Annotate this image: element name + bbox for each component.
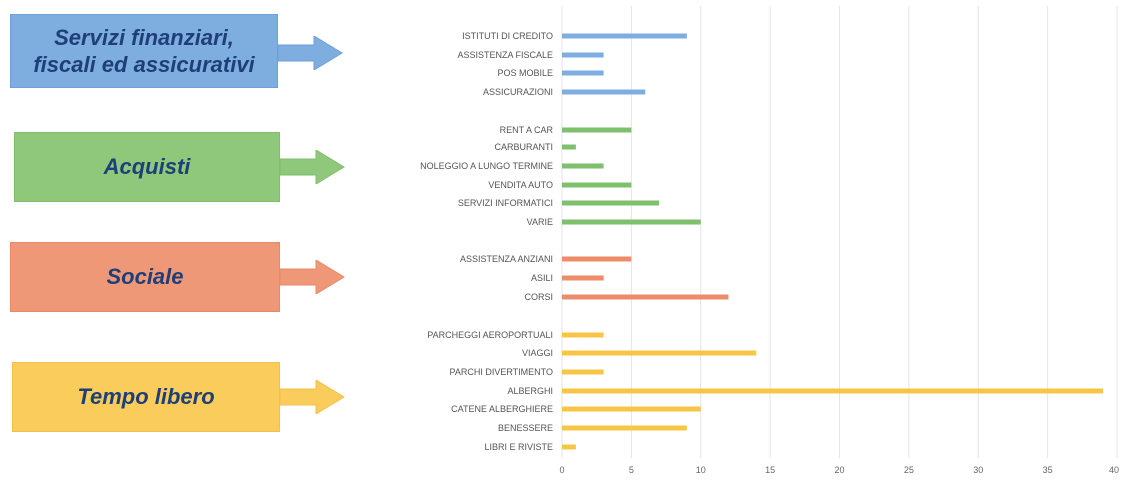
group-box-sociale: Sociale [10, 242, 280, 312]
bar [562, 219, 701, 225]
category-label: CORSI [524, 292, 553, 302]
group-title-tempo-libero: Tempo libero [77, 384, 215, 410]
category-label: ISTITUTI DI CREDITO [462, 31, 553, 41]
category-label: ASSISTENZA ANZIANI [460, 254, 553, 264]
x-tick-label: 25 [904, 465, 914, 475]
group-title-line2: fiscali ed assicurativi [33, 52, 255, 77]
category-label: PARCHI DIVERTIMENTO [449, 367, 553, 377]
group-title-line1: Servizi finanziari, [54, 24, 234, 50]
bar [562, 275, 604, 281]
group-title-acquisti: Acquisti [103, 154, 191, 180]
bar [562, 70, 604, 76]
x-tick-label: 35 [1043, 465, 1053, 475]
x-tick-label: 40 [1109, 465, 1119, 475]
group-box-finance: Servizi finanziari, fiscali ed assicurat… [10, 14, 278, 88]
bar [562, 52, 604, 58]
category-label: VENDITA AUTO [488, 180, 553, 190]
category-label: ALBERGHI [507, 386, 553, 396]
arrow-finance-icon [278, 36, 343, 70]
arrow-sociale-icon [280, 260, 345, 294]
arrow-tempo-libero-icon [280, 380, 345, 414]
bar [562, 182, 632, 188]
category-label: VARIE [527, 217, 553, 227]
category-label: SERVIZI INFORMATICI [458, 198, 553, 208]
x-tick-label: 5 [629, 465, 634, 475]
bar [562, 89, 646, 95]
category-label: POS MOBILE [497, 68, 553, 78]
bar [562, 256, 632, 262]
bar [562, 200, 660, 206]
category-label: ASILI [531, 273, 553, 283]
category-label: RENT A CAR [500, 125, 554, 135]
category-label: CATENE ALBERGHIERE [451, 404, 553, 414]
category-label: NOLEGGIO A LUNGO TERMINE [420, 161, 553, 171]
category-label: LIBRI E RIVISTE [484, 442, 553, 452]
bar [562, 163, 604, 169]
category-label: CARBURANTI [494, 142, 553, 152]
bar [562, 332, 604, 338]
bar [562, 127, 632, 133]
x-tick-label: 10 [696, 465, 706, 475]
arrow-acquisti-icon [280, 150, 345, 184]
category-label: VIAGGI [522, 348, 553, 358]
bar [562, 33, 687, 39]
x-tick-label: 0 [559, 465, 564, 475]
group-box-acquisti: Acquisti [14, 132, 280, 202]
bar [562, 294, 729, 300]
bar [562, 444, 576, 450]
bar [562, 144, 576, 150]
category-label: BENESSERE [498, 423, 553, 433]
x-tick-label: 20 [834, 465, 844, 475]
group-title-sociale: Sociale [106, 264, 184, 290]
x-tick-label: 30 [973, 465, 983, 475]
bar [562, 425, 687, 431]
category-label: ASSICURAZIONI [483, 87, 553, 97]
category-label: PARCHEGGI AEROPORTUALI [427, 330, 553, 340]
group-box-tempo-libero: Tempo libero [12, 362, 280, 432]
bar [562, 388, 1104, 394]
category-label: ASSISTENZA FISCALE [457, 50, 553, 60]
bar [562, 369, 604, 375]
bar [562, 406, 701, 412]
bar [562, 350, 757, 356]
x-tick-label: 15 [765, 465, 775, 475]
